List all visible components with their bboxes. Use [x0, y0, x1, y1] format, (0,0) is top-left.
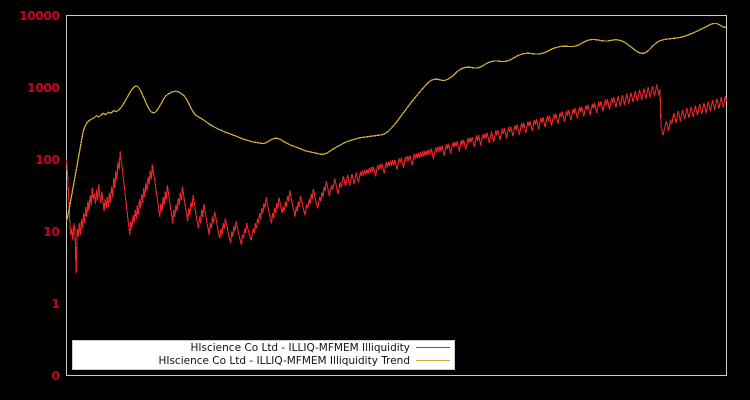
y-axis-tick-label: 10: [43, 224, 60, 239]
y-axis-tick-label: 0: [51, 368, 60, 383]
series-line-trend: [65, 22, 727, 222]
chart-legend[interactable]: HIscience Co Ltd - ILLIQ-MFMEM Illiquidi…: [72, 340, 455, 370]
series-layer: [65, 22, 728, 274]
axes-frame: [66, 15, 727, 376]
legend-label: HIscience Co Ltd - ILLIQ-MFMEM Illiquidi…: [158, 354, 410, 367]
legend-label: HIscience Co Ltd - ILLIQ-MFMEM Illiquidi…: [190, 341, 410, 354]
y-axis-tick-label: 1: [51, 296, 60, 311]
legend-color-swatch-illiquidity: [416, 347, 450, 348]
legend-color-swatch-trend: [416, 360, 450, 361]
series-line-illiquidity: [65, 84, 728, 274]
legend-item[interactable]: HIscience Co Ltd - ILLIQ-MFMEM Illiquidi…: [73, 354, 454, 367]
legend-item[interactable]: HIscience Co Ltd - ILLIQ-MFMEM Illiquidi…: [73, 341, 454, 354]
y-axis-tick-label: 100: [35, 152, 60, 167]
y-axis-tick-label: 10000: [19, 8, 60, 23]
y-axis-tick-label: 1000: [27, 80, 60, 95]
